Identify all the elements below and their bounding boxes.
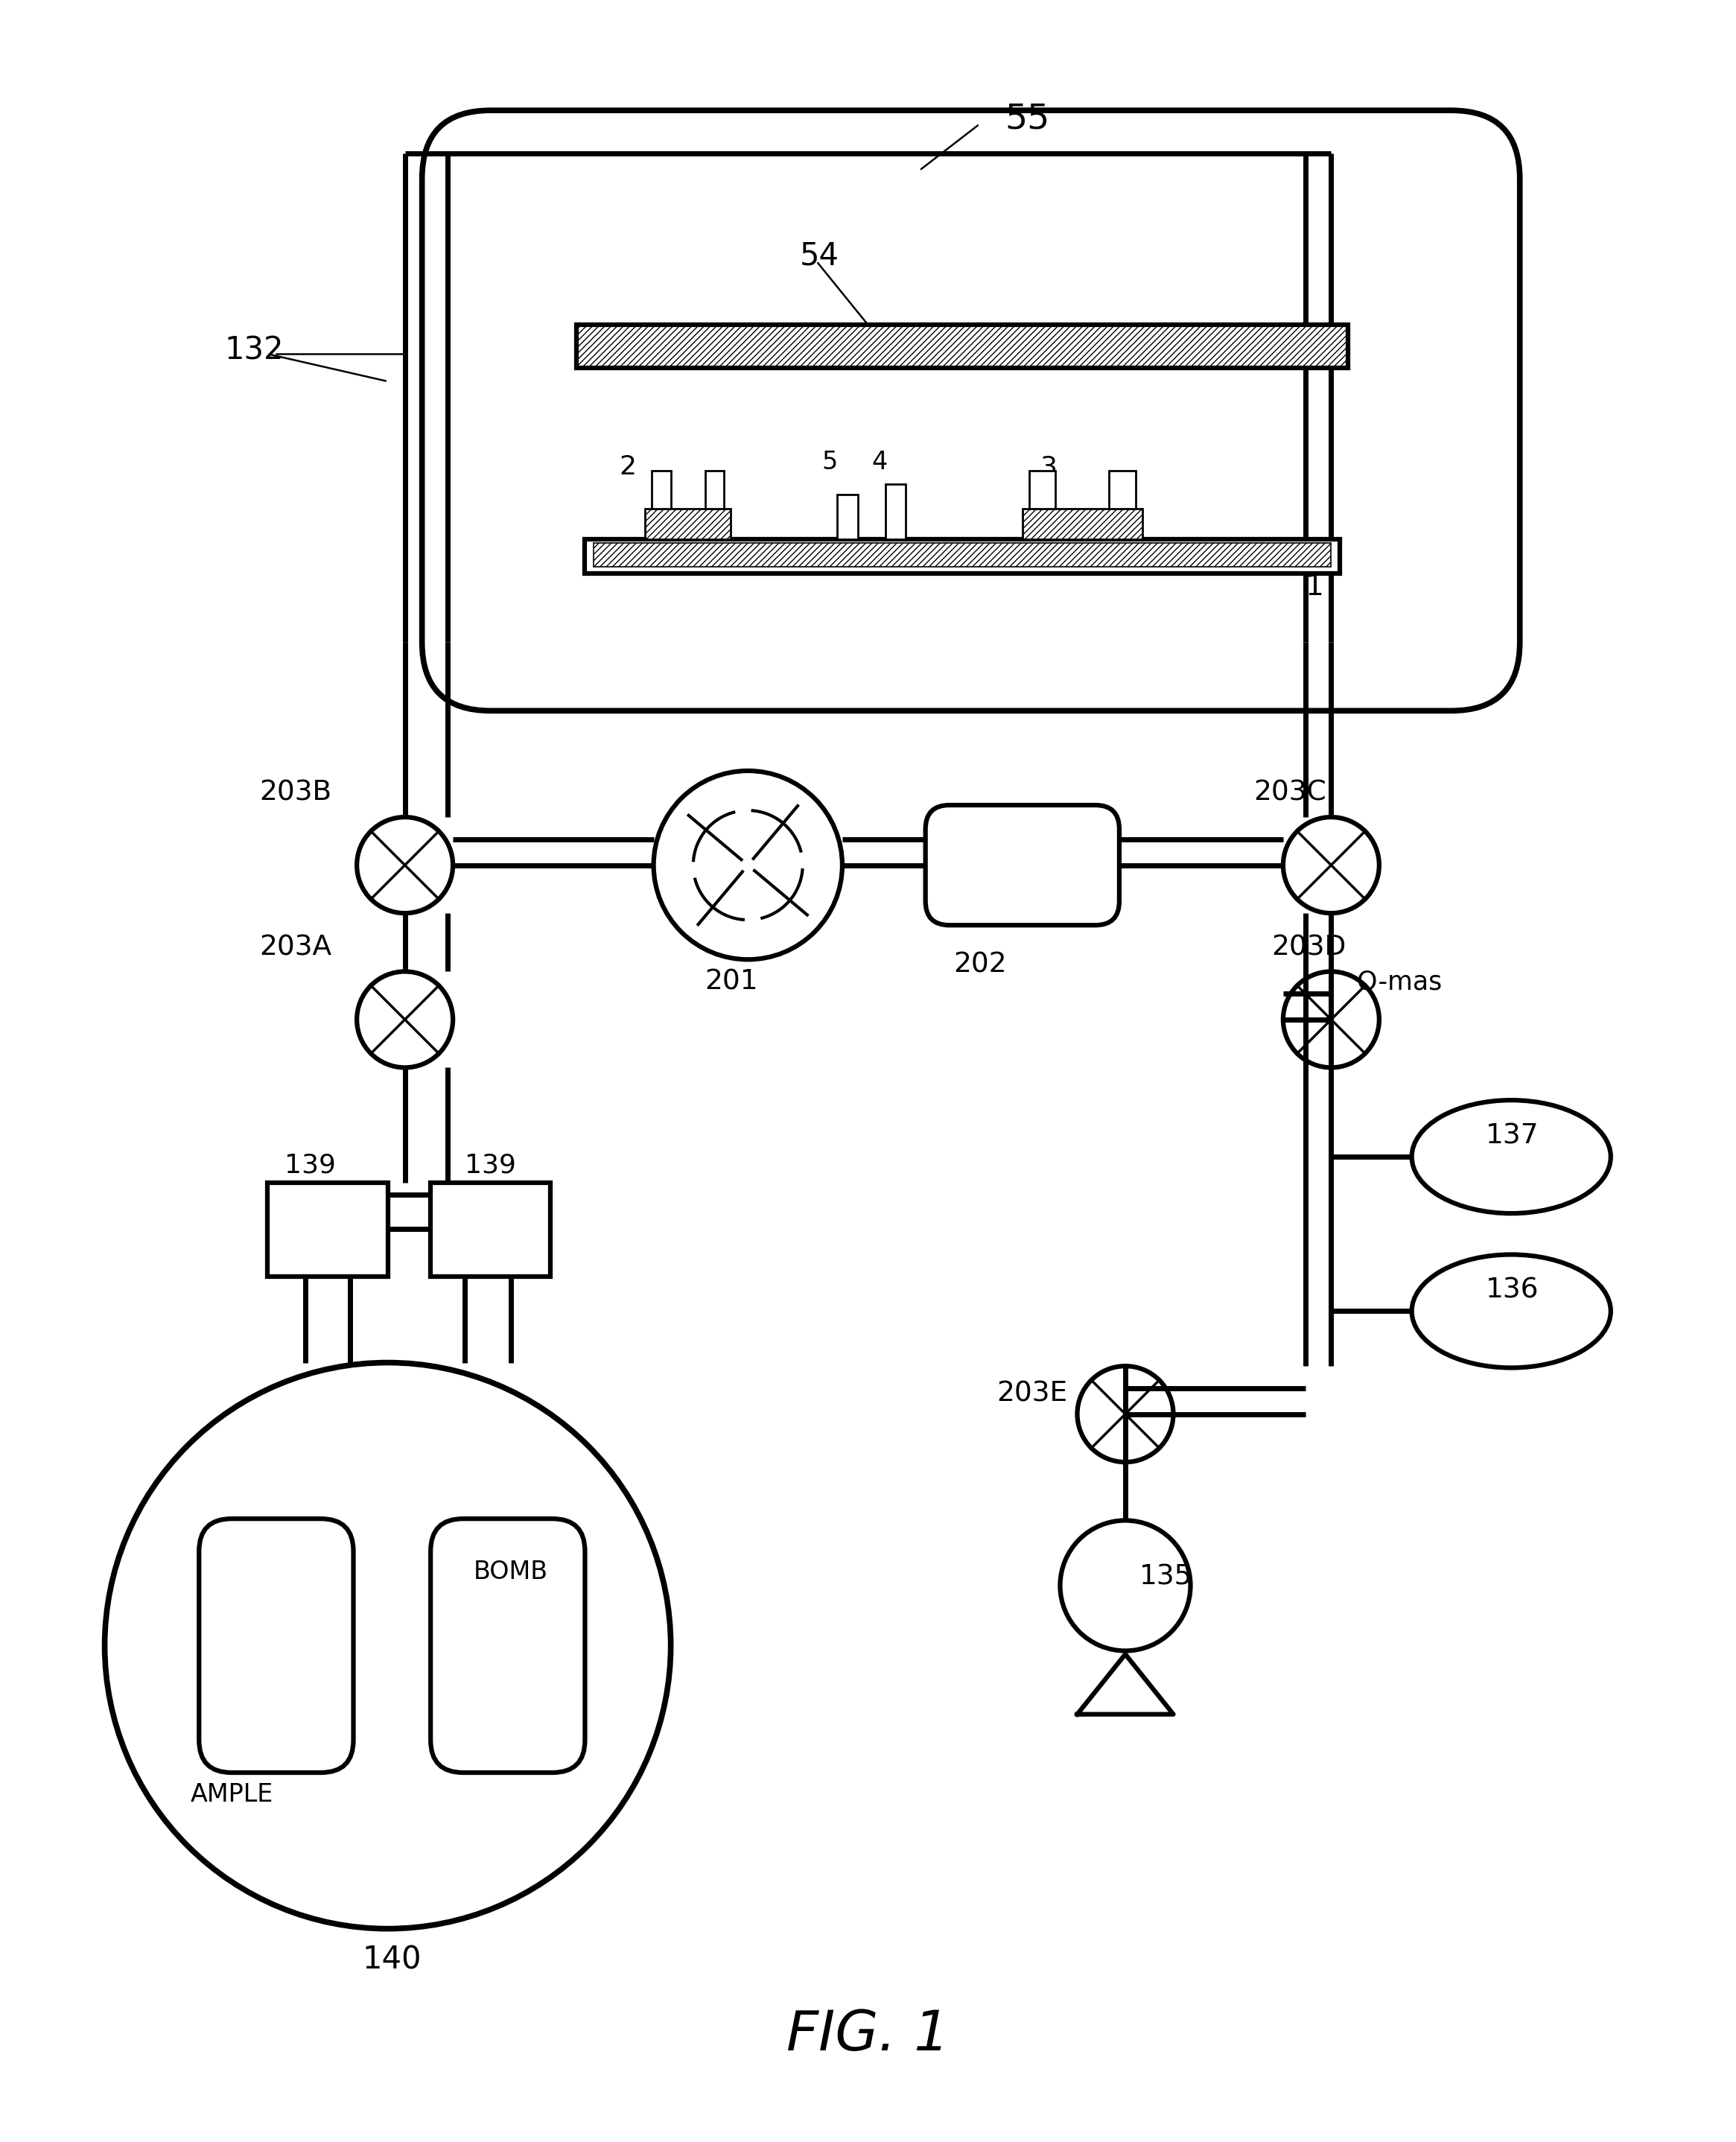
Circle shape — [653, 771, 842, 960]
Text: 139: 139 — [465, 1152, 516, 1178]
Text: 55: 55 — [1005, 103, 1050, 135]
Bar — [705, 471, 724, 508]
Text: 201: 201 — [705, 968, 759, 996]
Bar — [576, 326, 1349, 368]
Text: 132: 132 — [224, 334, 285, 366]
Text: 4: 4 — [871, 450, 887, 473]
Text: 5: 5 — [821, 450, 837, 473]
Text: BOMB: BOMB — [474, 1559, 549, 1585]
Circle shape — [1283, 816, 1378, 912]
Text: 203C: 203C — [1253, 780, 1326, 808]
Circle shape — [1283, 972, 1378, 1067]
Circle shape — [1078, 1367, 1174, 1463]
FancyBboxPatch shape — [925, 805, 1120, 925]
Bar — [1029, 471, 1055, 508]
FancyBboxPatch shape — [431, 1519, 585, 1774]
Bar — [885, 484, 906, 540]
Text: 1: 1 — [1305, 574, 1325, 602]
Bar — [653, 471, 670, 508]
Text: AMPLE: AMPLE — [191, 1782, 273, 1808]
Bar — [646, 508, 731, 540]
Ellipse shape — [104, 1362, 670, 1928]
FancyBboxPatch shape — [200, 1519, 354, 1774]
Bar — [585, 540, 1340, 574]
Text: Q-mas: Q-mas — [1358, 968, 1443, 994]
Text: 140: 140 — [363, 1945, 422, 1975]
Circle shape — [358, 816, 453, 912]
Ellipse shape — [1411, 1255, 1611, 1369]
Text: FIG. 1: FIG. 1 — [786, 2009, 950, 2063]
Text: 203D: 203D — [1271, 934, 1345, 962]
Text: 139: 139 — [285, 1152, 337, 1178]
Bar — [594, 542, 1332, 568]
Text: 2: 2 — [620, 454, 637, 480]
Text: 136: 136 — [1486, 1277, 1538, 1304]
Text: 135: 135 — [1139, 1564, 1193, 1592]
Text: 203B: 203B — [259, 780, 332, 808]
Bar — [1023, 508, 1142, 540]
Bar — [837, 495, 858, 540]
FancyBboxPatch shape — [422, 111, 1519, 711]
Bar — [431, 1182, 550, 1277]
Bar — [267, 1182, 387, 1277]
Text: 137: 137 — [1486, 1122, 1538, 1150]
Ellipse shape — [1411, 1101, 1611, 1212]
Circle shape — [1061, 1521, 1191, 1651]
Text: 203E: 203E — [996, 1379, 1068, 1407]
Text: 203A: 203A — [259, 934, 332, 962]
Text: 202: 202 — [953, 951, 1007, 979]
Text: 54: 54 — [799, 240, 838, 272]
Text: 3: 3 — [1040, 454, 1057, 480]
Bar — [1109, 471, 1135, 508]
Circle shape — [358, 972, 453, 1067]
